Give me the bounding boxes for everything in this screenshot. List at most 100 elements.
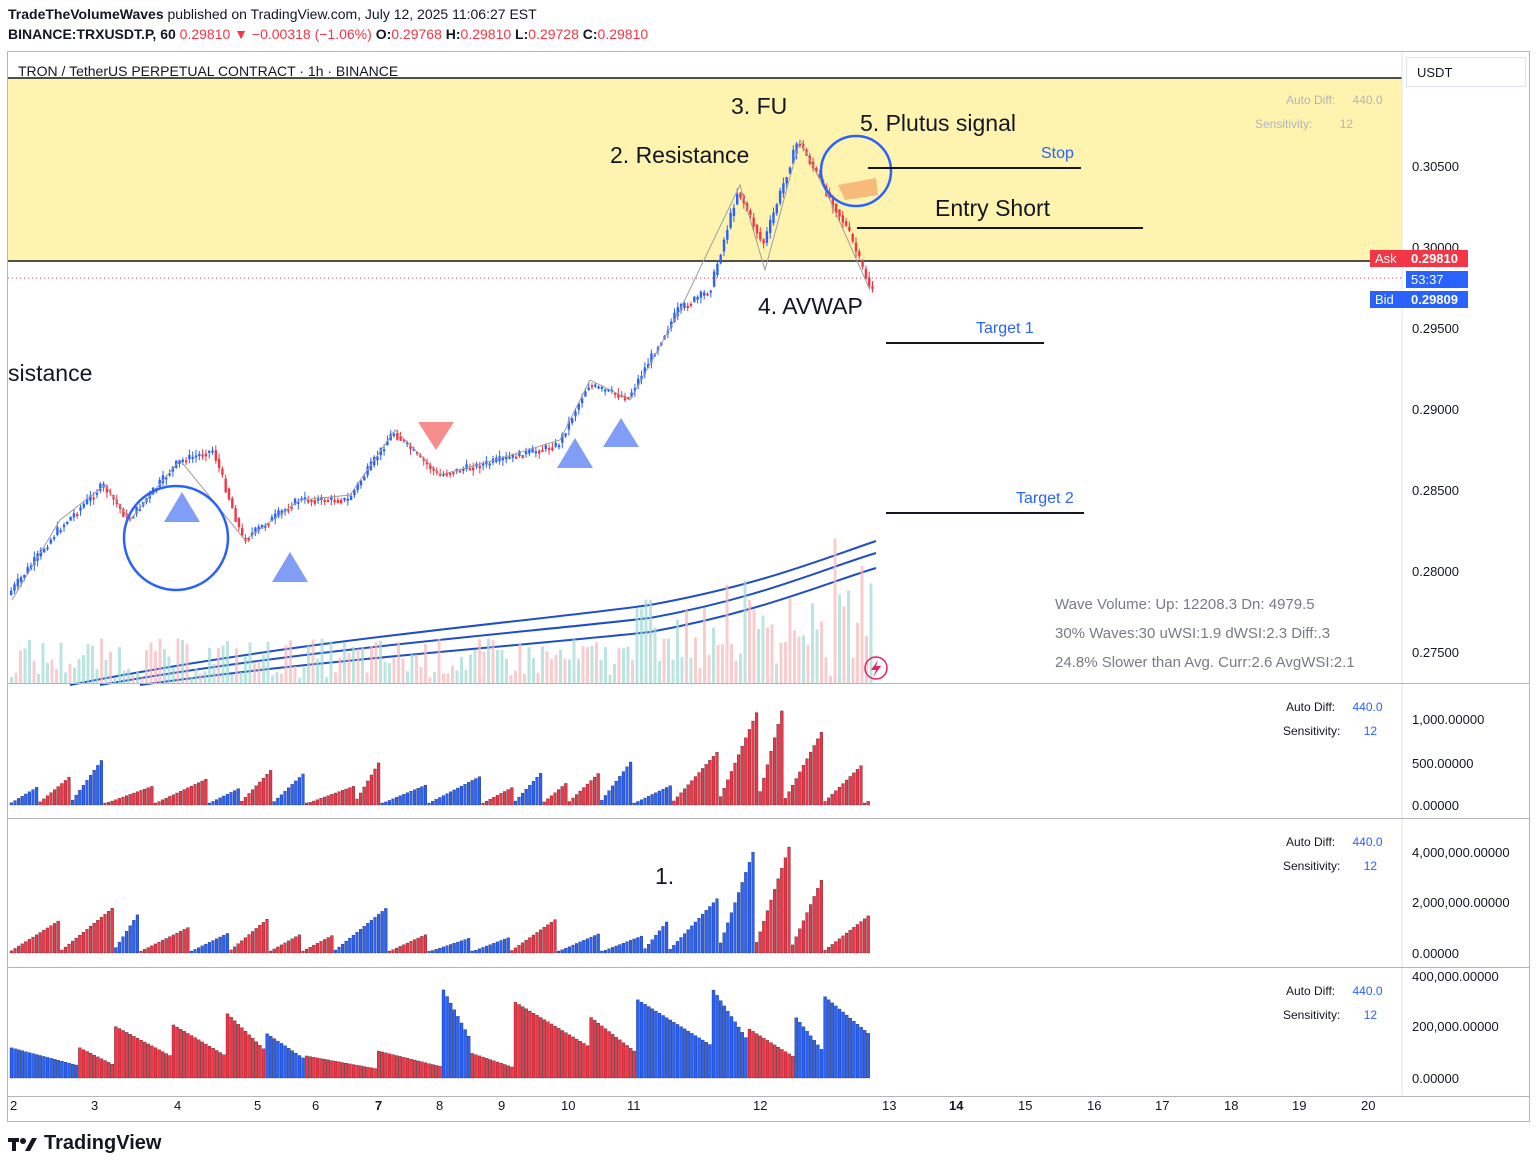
wave-volume-bar [719, 1000, 723, 1079]
wave-info-line1: Wave Volume: Up: 12208.3 Dn: 4979.5 [1055, 596, 1315, 613]
wave-volume-bar [150, 945, 154, 954]
candle-body [105, 485, 109, 493]
volume-bar [527, 647, 531, 683]
volume-bar [275, 671, 279, 683]
volume-bar [208, 647, 211, 683]
wave-volume-bar [765, 1040, 770, 1079]
wave-volume-bar [341, 943, 345, 954]
wave-volume-bar [513, 800, 517, 806]
chart-frame[interactable] [7, 51, 1530, 1122]
candle-body [630, 392, 633, 398]
wave-volume-bar [81, 1049, 86, 1079]
wave-volume-bar [294, 936, 298, 954]
wave-volume-bar [355, 932, 359, 954]
wave-volume-bar [81, 931, 85, 954]
wave-volume-bar [27, 1052, 32, 1079]
price-tick: 0.27500 [1412, 645, 1459, 660]
wave-volume-bar [215, 1050, 219, 1079]
wave-volume-bar [812, 896, 816, 954]
wave-volume-bar [578, 1041, 582, 1079]
wave-volume-bar [261, 777, 265, 806]
wave-volume-bar [74, 1064, 78, 1079]
candle-body [795, 143, 798, 154]
wave-volume-bar [665, 921, 669, 954]
time-tick: 11 [627, 1098, 641, 1113]
candle-body [528, 449, 531, 454]
wave-volume-bar [582, 940, 586, 954]
wave-volume-bar [441, 946, 445, 954]
candle-body [194, 455, 198, 458]
wave-volume-bar [297, 934, 301, 954]
wave-volume-bar [233, 946, 237, 954]
volume-bar [703, 607, 706, 683]
time-tick: 10 [561, 1098, 576, 1113]
candle-body [676, 307, 679, 316]
wave-volume-bar [830, 944, 834, 954]
wave-volume-bar [636, 801, 640, 806]
avwap-upper-band [69, 540, 877, 686]
sensitivity-label: Sensitivity: [1283, 1008, 1341, 1022]
wave-volume-bar [866, 915, 870, 954]
volume-bar [365, 672, 369, 683]
volume-bar [176, 638, 180, 683]
wave-volume-bar [204, 779, 208, 806]
wave-volume-bar [650, 939, 654, 954]
currency-label[interactable]: USDT [1406, 57, 1526, 87]
wave-volume-bar [488, 799, 492, 806]
wave-volume-bar [236, 1024, 240, 1079]
pane2-tick: 0.00000 [1412, 946, 1459, 961]
wave-volume-bar [315, 943, 319, 954]
wave-volume-bar [809, 904, 813, 954]
wave-volume-bar [153, 802, 157, 806]
wave-volume-bar [146, 1043, 150, 1079]
alert-lightning-icon[interactable] [864, 656, 888, 680]
wave-volume-bar [769, 1042, 773, 1079]
wave-volume-bar [24, 941, 28, 954]
pane-divider-2[interactable] [8, 818, 1529, 819]
wave-volume-bar [283, 1045, 287, 1079]
candle-body [201, 454, 204, 457]
wave-volume-bar [380, 1051, 384, 1079]
wave-volume-bar [791, 944, 795, 954]
wave-volume-bar [449, 791, 453, 806]
wave-volume-bar [117, 941, 121, 954]
last-price: 0.29810 [179, 26, 231, 42]
candle-body [564, 433, 567, 437]
volume-bar [248, 642, 252, 683]
wave-volume-bar [747, 1028, 752, 1079]
wave-volume-bar [719, 942, 723, 954]
volume-bar [689, 657, 693, 683]
volume-bar [865, 635, 868, 683]
wave-volume-bar [737, 754, 741, 806]
wave-volume-bar [629, 761, 633, 806]
volume-bar [460, 656, 463, 683]
volume-bar [869, 583, 873, 683]
tradingview-logo[interactable]: TradingView [8, 1132, 161, 1155]
wave-volume-bar [567, 946, 571, 954]
pane-divider-1[interactable] [8, 683, 1529, 684]
volume-bar [266, 641, 270, 683]
wave-volume-bar [387, 950, 391, 954]
pane-divider-3[interactable] [8, 967, 1529, 968]
wave-volume-bar [683, 788, 687, 806]
candle-body [85, 498, 89, 505]
wave-volume-bar [740, 1032, 744, 1079]
wave-volume-bar [481, 802, 485, 806]
wave-volume-bar [708, 1044, 712, 1079]
wave-volume-bar [557, 1028, 561, 1079]
candle-body [699, 291, 703, 298]
author-name[interactable]: TradeTheVolumeWaves [8, 6, 164, 22]
sensitivity-value: 12 [1363, 724, 1378, 738]
volume-bar [676, 619, 679, 683]
wave-volume-bar [434, 949, 438, 954]
wave-volume-bar [60, 949, 64, 954]
wave-volume-bar [859, 1027, 863, 1079]
buy-triangle-1 [164, 492, 200, 522]
wave-volume-bar [560, 1030, 564, 1079]
chart-title: TRON / TetherUS PERPETUAL CONTRACT · 1h … [18, 63, 399, 79]
wave-volume-bar [13, 1048, 17, 1079]
candle-body [425, 461, 429, 465]
wave-volume-bar [524, 940, 528, 954]
wave-volume-bar [823, 996, 827, 1079]
